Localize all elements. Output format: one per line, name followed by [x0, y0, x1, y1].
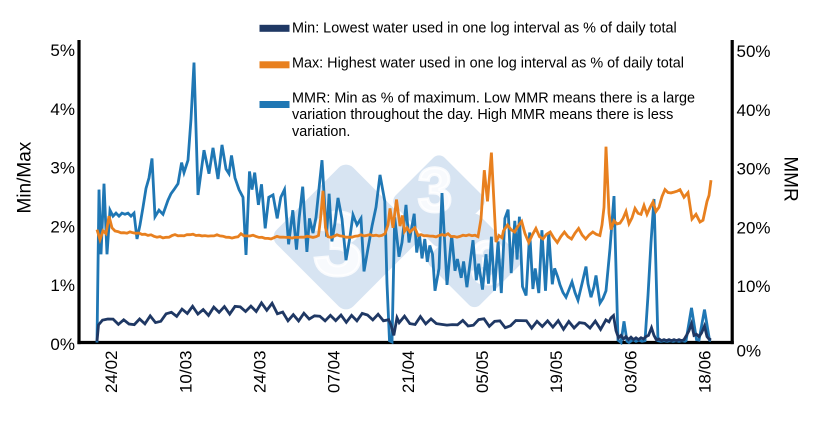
svg-text:03/06: 03/06	[621, 351, 640, 394]
svg-text:5%: 5%	[50, 41, 75, 60]
svg-text:variation.: variation.	[292, 124, 350, 140]
svg-text:19/05: 19/05	[547, 351, 566, 394]
svg-text:MMR: MMR	[780, 156, 801, 201]
svg-text:4%: 4%	[50, 100, 75, 119]
svg-text:3%: 3%	[50, 159, 75, 178]
svg-text:MMR: Min as % of maximum. Low: MMR: Min as % of maximum. Low MMR means …	[292, 90, 695, 106]
svg-text:50%: 50%	[737, 42, 771, 61]
svg-text:21/04: 21/04	[399, 351, 418, 394]
svg-text:0%: 0%	[737, 342, 762, 361]
svg-text:30%: 30%	[737, 160, 771, 179]
svg-text:3: 3	[418, 157, 452, 226]
svg-text:Min/Max: Min/Max	[15, 141, 36, 213]
svg-text:0%: 0%	[50, 335, 75, 354]
svg-text:10%: 10%	[737, 277, 771, 296]
svg-text:40%: 40%	[737, 101, 771, 120]
svg-text:20%: 20%	[737, 218, 771, 237]
svg-text:1%: 1%	[50, 276, 75, 295]
svg-text:10/03: 10/03	[176, 351, 195, 394]
svg-text:24/03: 24/03	[251, 351, 270, 394]
svg-text:2%: 2%	[50, 217, 75, 236]
svg-text:Min: Lowest water used in one: Min: Lowest water used in one log interv…	[292, 20, 677, 36]
svg-text:05/05: 05/05	[473, 351, 492, 394]
svg-text:07/04: 07/04	[325, 351, 344, 394]
svg-text:Max: Highest water used in one: Max: Highest water used in one log inter…	[292, 55, 684, 71]
svg-text:24/02: 24/02	[102, 351, 121, 394]
svg-text:18/06: 18/06	[696, 351, 715, 394]
svg-text:variation throughout the day.: variation throughout the day. High MMR m…	[292, 107, 673, 123]
